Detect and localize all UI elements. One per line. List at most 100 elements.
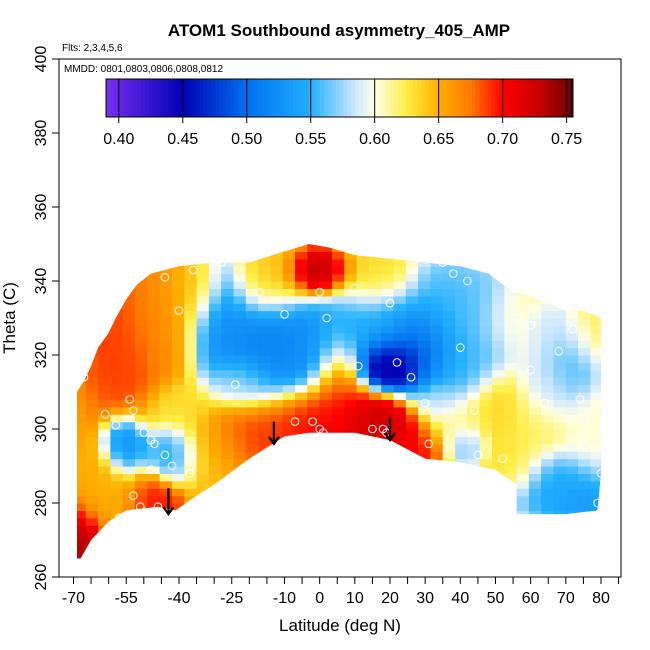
heatmap-cell bbox=[221, 377, 235, 386]
heatmap-cell bbox=[135, 384, 148, 393]
heatmap-cell bbox=[405, 392, 419, 400]
heatmap-cell bbox=[516, 377, 530, 386]
heatmap-cell bbox=[135, 340, 148, 349]
heatmap-cell bbox=[295, 347, 308, 356]
colorbar-tick-label: 0.75 bbox=[551, 131, 582, 148]
heatmap-cell bbox=[541, 414, 555, 423]
heatmap-cell bbox=[77, 540, 87, 548]
observation-point bbox=[315, 287, 325, 297]
heatmap-cell bbox=[258, 369, 271, 378]
colorbar-segment bbox=[106, 79, 111, 117]
heatmap-cell bbox=[541, 436, 555, 445]
heatmap-cell bbox=[295, 310, 308, 319]
colorbar-segment bbox=[312, 79, 317, 117]
heatmap-cell bbox=[172, 451, 185, 460]
heatmap-cell bbox=[381, 332, 395, 341]
heatmap-cell bbox=[393, 273, 407, 282]
heatmap-cell bbox=[245, 399, 259, 408]
colorbar-segment bbox=[179, 79, 185, 117]
heatmap-cell bbox=[221, 451, 235, 460]
heatmap-cell bbox=[208, 369, 222, 378]
heatmap-cell bbox=[504, 332, 518, 341]
heatmap-cell bbox=[467, 310, 481, 319]
heatmap-cell bbox=[430, 288, 444, 297]
heatmap-cell bbox=[553, 332, 567, 341]
heatmap-cell bbox=[430, 332, 444, 341]
colorbar-segment bbox=[203, 79, 208, 117]
heatmap-cell bbox=[85, 525, 99, 534]
colorbar-segment bbox=[234, 79, 239, 117]
heatmap-cell bbox=[565, 488, 579, 497]
observation-point bbox=[111, 421, 120, 430]
heatmap-cell bbox=[332, 369, 345, 378]
heatmap-cell bbox=[258, 362, 271, 371]
colorbar-segment bbox=[304, 79, 309, 117]
heatmap-cell bbox=[172, 325, 185, 334]
heatmap-cell bbox=[98, 451, 111, 460]
heatmap-cell bbox=[147, 429, 161, 437]
heatmap-cell bbox=[282, 414, 296, 423]
heatmap-cell bbox=[307, 303, 321, 312]
heatmap-cell bbox=[77, 384, 87, 393]
heatmap-cell bbox=[528, 318, 542, 326]
heatmap-cell bbox=[258, 429, 271, 437]
heatmap-cell bbox=[565, 466, 579, 474]
heatmap-cell bbox=[332, 399, 345, 408]
heatmap-cell bbox=[77, 480, 87, 489]
heatmap-cell bbox=[590, 466, 601, 474]
heatmap-cell bbox=[492, 451, 505, 460]
heatmap-cell bbox=[381, 384, 395, 393]
heatmap-cell bbox=[541, 466, 555, 474]
colorbar-segment bbox=[222, 79, 228, 117]
heatmap-cell bbox=[553, 369, 567, 378]
colorbar-segment bbox=[214, 79, 220, 117]
heatmap-cell bbox=[368, 399, 382, 408]
colorbar-segment bbox=[522, 79, 527, 117]
heatmap-cell bbox=[147, 406, 161, 415]
heatmap-cell bbox=[430, 318, 444, 326]
heatmap-cell bbox=[172, 495, 185, 504]
heatmap-cell bbox=[270, 347, 284, 356]
heatmap-cell bbox=[504, 473, 518, 482]
heatmap-cell bbox=[282, 258, 296, 267]
heatmap-cell bbox=[307, 347, 321, 356]
heatmap-cell bbox=[528, 436, 542, 445]
observation-point bbox=[255, 287, 265, 297]
x-tick-label: 70 bbox=[557, 590, 575, 607]
heatmap-cell bbox=[270, 377, 284, 386]
heatmap-cell bbox=[332, 251, 345, 260]
colorbar-segment bbox=[491, 79, 496, 117]
heatmap-cell bbox=[344, 392, 358, 400]
heatmap-cell bbox=[135, 318, 148, 326]
heatmap-cell bbox=[578, 451, 591, 460]
y-tick-label: 260 bbox=[33, 564, 50, 591]
heatmap-cell bbox=[319, 421, 333, 430]
heatmap-cell bbox=[221, 347, 235, 356]
heatmap-cell bbox=[528, 392, 542, 400]
heatmap-cell bbox=[122, 443, 136, 452]
heatmap-cell bbox=[208, 258, 222, 267]
heatmap-cell bbox=[442, 340, 456, 349]
heatmap-cell bbox=[590, 384, 601, 393]
observation-point bbox=[290, 417, 300, 426]
heatmap-cell bbox=[172, 369, 185, 378]
heatmap-cell bbox=[504, 392, 518, 400]
observation-point bbox=[554, 347, 564, 356]
heatmap-cell bbox=[196, 466, 210, 474]
x-tick-label: 10 bbox=[346, 590, 364, 607]
heatmap-cell bbox=[405, 414, 419, 423]
heatmap-cell bbox=[221, 273, 235, 282]
heatmap-cell bbox=[208, 332, 222, 341]
heatmap-cell bbox=[528, 325, 542, 334]
heatmap-cell bbox=[467, 399, 481, 408]
heatmap-cell bbox=[356, 295, 370, 304]
heatmap-cell bbox=[479, 295, 493, 304]
heatmap-cell bbox=[344, 414, 358, 423]
heatmap-cell bbox=[295, 258, 308, 267]
observation-point bbox=[188, 265, 198, 275]
heatmap-cell bbox=[467, 436, 481, 445]
heatmap-cell bbox=[467, 340, 481, 349]
heatmap-cell bbox=[356, 303, 370, 312]
heatmap-cell bbox=[332, 310, 345, 319]
colorbar-segment bbox=[144, 79, 150, 117]
